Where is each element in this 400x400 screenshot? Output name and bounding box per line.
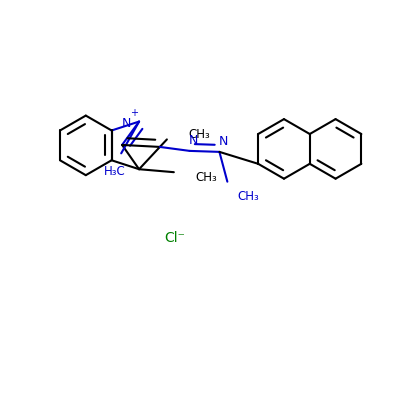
Text: CH₃: CH₃ [237, 190, 259, 203]
Text: H₃C: H₃C [103, 165, 125, 178]
Text: CH₃: CH₃ [196, 171, 218, 184]
Text: N: N [189, 134, 198, 148]
Text: +: + [130, 108, 138, 118]
Text: CH₃: CH₃ [189, 128, 210, 141]
Text: N: N [219, 136, 228, 148]
Text: N: N [122, 117, 131, 130]
Text: Cl⁻: Cl⁻ [165, 231, 186, 245]
